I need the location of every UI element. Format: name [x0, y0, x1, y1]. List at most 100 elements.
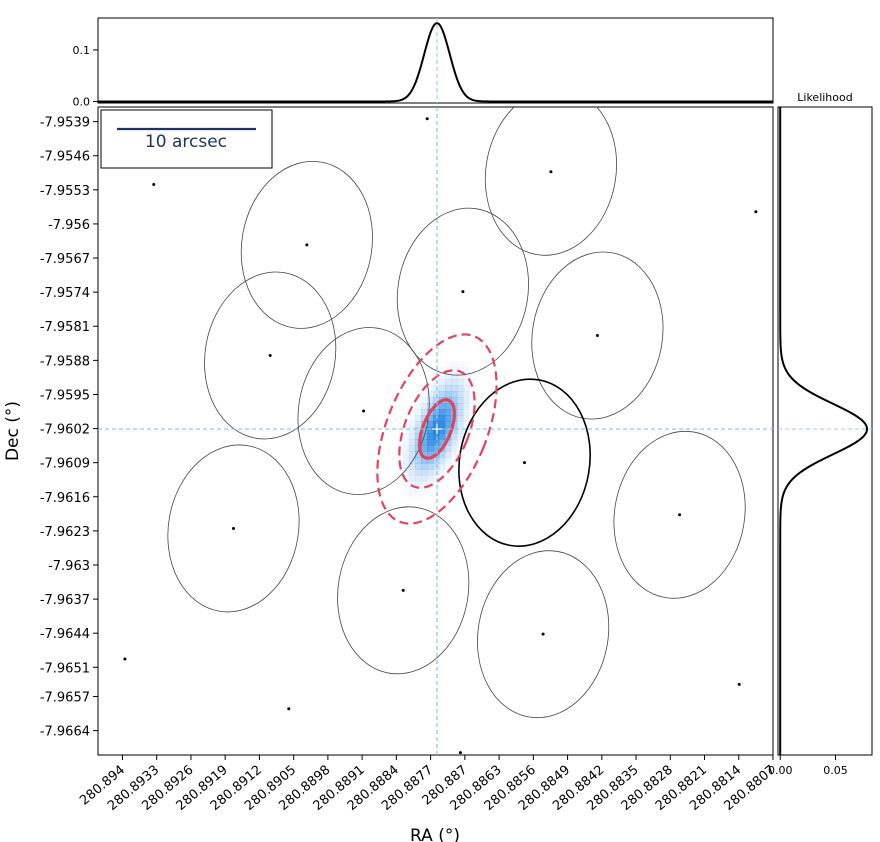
heatmap-cell [432, 457, 440, 464]
heatmap-cell [450, 385, 458, 392]
y-tick-label: -7.9602 [40, 423, 90, 438]
heatmap-cell [444, 451, 452, 458]
heatmap-cell [456, 415, 464, 422]
scale-bar-box [100, 109, 273, 169]
y-tick-label: -7.9595 [40, 388, 90, 403]
heatmap-cell [468, 379, 476, 386]
heatmap-cell [408, 439, 416, 446]
heatmap-cell [414, 445, 422, 452]
y-tick-label: -7.9637 [40, 593, 90, 608]
source-point [362, 409, 366, 413]
footprint-ellipse [484, 107, 617, 256]
heatmap-cell [462, 403, 470, 410]
heatmap-cell [462, 373, 470, 380]
heatmap-cell [408, 415, 416, 422]
heatmap-cell [444, 391, 452, 398]
heatmap-cell [427, 487, 433, 493]
heatmap-cell [402, 469, 410, 476]
heatmap-cell [438, 421, 446, 428]
scale-bar-legend: 10 arcsec [100, 109, 273, 169]
footprint-ellipse [167, 444, 300, 613]
y-tick-label: -7.9609 [40, 457, 90, 472]
footprint-ellipses [167, 107, 746, 719]
y-tick-label: -7.9664 [40, 725, 90, 740]
heatmap-cell [402, 451, 410, 458]
heatmap-cell [438, 439, 446, 446]
heatmap-cell [420, 439, 428, 446]
heatmap-cell [426, 445, 434, 452]
heatmap-cell [409, 493, 415, 499]
heatmap-cell [408, 433, 416, 440]
heatmap-cell [450, 397, 458, 404]
heatmap-cell [444, 427, 452, 434]
heatmap-cell [462, 367, 470, 374]
heatmap-cell [462, 409, 470, 416]
source-point [123, 657, 127, 661]
heatmap-cell [414, 403, 422, 410]
heatmap-cell [469, 373, 475, 379]
heatmap-cell [426, 391, 434, 398]
heatmap-cell [462, 379, 470, 386]
top-marginal-panel: 0.0 0.1 [73, 17, 774, 108]
heatmap-cell [462, 397, 470, 404]
heatmap-cell [426, 385, 434, 392]
best-fit-marker [431, 424, 442, 435]
heatmap-cell [432, 409, 440, 416]
heatmap-cell [402, 475, 410, 482]
heatmap-cell [438, 385, 446, 392]
heatmap-cell [432, 433, 440, 440]
right-marginal-frame [777, 106, 873, 756]
heatmap-cell [438, 373, 446, 380]
source-point [595, 334, 599, 338]
main-sky-panel: 10 arcsec -7.9539-7.9546-7.9553-7.956-7.… [3, 106, 779, 842]
heatmap-cell [408, 451, 416, 458]
heatmap-cell [456, 439, 464, 446]
heatmap-cell [414, 475, 422, 482]
heatmap-cell [426, 451, 434, 458]
heatmap-cell [463, 361, 469, 367]
footprint-ellipse [337, 506, 470, 675]
heatmap-cell [414, 409, 422, 416]
source-point [401, 588, 405, 592]
heatmap-cell [450, 373, 458, 380]
source-point [231, 526, 235, 530]
heatmap-cell [432, 475, 440, 482]
heatmap-cell [450, 427, 458, 434]
right-marginal-panel: Likelihood 0.00 0.05 [768, 91, 873, 777]
right-marginal-title: Likelihood [797, 91, 852, 104]
source-point [305, 243, 309, 247]
heatmap-cell [420, 427, 428, 434]
heatmap-cell [444, 385, 452, 392]
heatmap-cell [450, 433, 458, 440]
confidence-contour-2sigma [398, 369, 476, 489]
heatmap-cell [397, 481, 403, 487]
heatmap-cell [444, 457, 452, 464]
source-point [523, 461, 527, 465]
heatmap-cell [444, 445, 452, 452]
heatmap-cell [414, 421, 422, 428]
y-axis-label: Dec (°) [3, 401, 23, 461]
footprint-ellipse [240, 160, 373, 329]
heatmap-cell [445, 361, 451, 367]
heatmap-cell [438, 391, 446, 398]
main-y-ticks: -7.9539 -7.9546 -7.9553 -7.956 -7.9567 -7.957… [40, 116, 98, 740]
right-marginal-likelihood-curve [779, 107, 869, 755]
heatmap-cell [403, 487, 409, 493]
heatmap-cell [432, 463, 440, 470]
heatmap-cell [414, 451, 422, 458]
heatmap-cell [468, 397, 476, 404]
heatmap-cell [456, 397, 464, 404]
heatmap-cell [414, 427, 422, 434]
heatmap-cell [402, 433, 410, 440]
heatmap-cell [444, 421, 452, 428]
top-y-tick-label: 0.0 [73, 95, 91, 108]
heatmap-cell [456, 403, 464, 410]
y-tick-label: -7.963 [48, 559, 90, 574]
heatmap-cell [438, 463, 446, 470]
x-axis-label: RA (°) [410, 826, 460, 842]
heatmap-cell [420, 445, 428, 452]
y-tick-label: -7.9581 [40, 320, 90, 335]
y-tick-label: -7.9623 [40, 525, 90, 540]
heatmap-cell [420, 487, 428, 494]
